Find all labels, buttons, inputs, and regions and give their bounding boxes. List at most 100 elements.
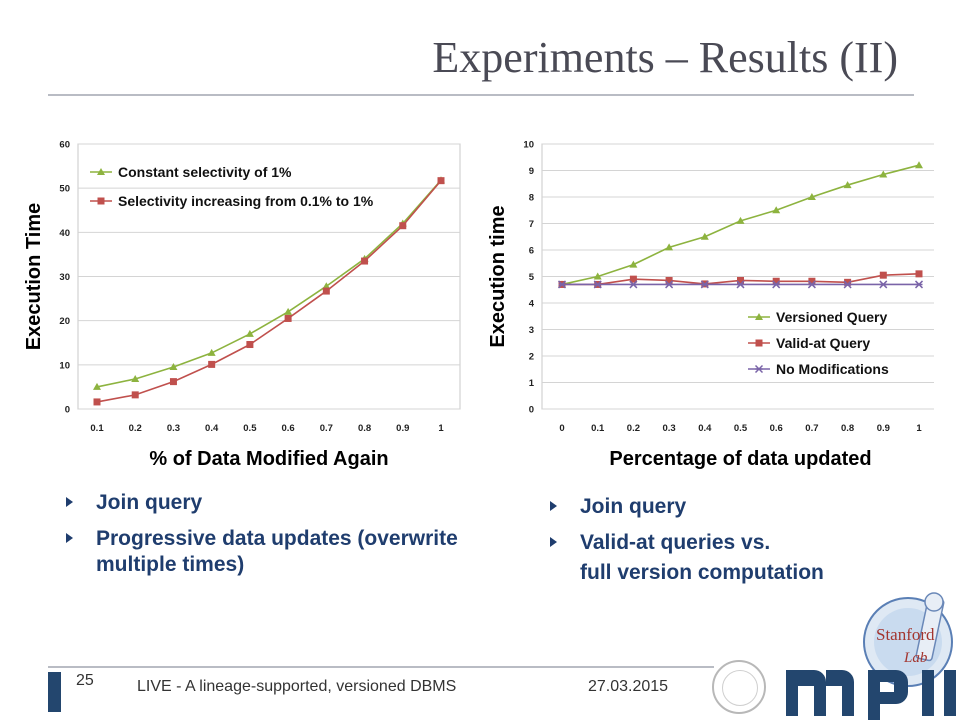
data-point [772,206,781,214]
x-axis-label: Percentage of data updated [609,448,871,470]
bullet-arrow-icon [550,501,557,511]
data-point [322,282,331,290]
data-point [93,382,101,390]
y-tick-label: 1 [529,378,535,389]
y-tick-label: 40 [59,228,70,239]
y-tick-label: 60 [59,140,70,151]
y-tick-label: 30 [59,272,70,283]
data-point [208,360,216,368]
legend-marker [754,364,764,374]
footer-talk-title: LIVE - A lineage-supported, versioned DB… [137,678,457,695]
x-tick-label: 1 [916,423,922,434]
data-point [169,378,177,386]
x-tick-label: 0.9 [396,423,409,434]
y-tick-label: 3 [529,325,534,336]
y-tick-label: 9 [529,166,534,177]
y-axis-label: Execution time [487,205,509,347]
data-point [437,177,445,185]
left-bullet-list: Join query Progressive data updates (ove… [66,490,466,588]
series-no-modifications [557,280,924,289]
data-point [593,280,602,289]
data-point [915,161,923,169]
logo-line2: Lab [903,650,928,666]
data-point [736,216,745,224]
y-tick-label: 0 [65,405,70,416]
series-selectivity-increasing-from-0-1-to-1- [93,177,445,406]
chart-execution-time-vs-data-modified: 0 10 20 30 40 50 60 0.1 0.2 0.3 0.4 0.5 0.6 0.7 0.8 0.9… [23,140,461,470]
data-point [629,275,637,283]
footer-accent-bar [48,672,61,712]
legend-label: No Modifications [776,361,889,377]
page-number: 25 [76,672,94,689]
series-line [561,164,920,286]
bullet-arrow-icon [550,537,557,547]
data-point [245,329,254,337]
series-versioned-query [558,161,923,288]
x-tick-label: 0 [559,423,564,434]
legend-entry: No Modifications [748,361,889,377]
bullet-arrow-icon [66,497,73,507]
data-point [629,280,638,289]
x-tick-label: 0.7 [805,423,818,434]
x-axis-label: % of Data Modified Again [149,448,388,470]
data-point [665,280,674,289]
y-tick-label: 7 [529,219,534,230]
legend-label: Valid-at Query [776,335,870,351]
x-tick-label: 0.6 [282,423,295,434]
data-point [399,222,407,230]
data-point [665,276,673,284]
y-tick-label: 2 [529,352,534,363]
footer-date: 27.03.2015 [588,678,669,695]
bullet-text: Valid-at queries vs. [580,531,771,554]
data-point [593,272,602,280]
y-axis-label: Execution Time [23,203,45,350]
data-point [557,280,567,289]
x-tick-label: 0.1 [591,423,605,434]
data-point [284,314,292,322]
bullet-item: Join query [550,494,930,520]
title-divider [48,94,914,96]
y-tick-label: 50 [59,184,70,195]
legend-entry: Valid-at Query [748,335,870,351]
bullet-continuation: full version computation [580,561,824,584]
bullet-text: Join query [96,491,203,514]
legend-marker [97,197,105,205]
data-point [169,363,178,371]
data-point [807,280,816,289]
data-point [808,277,816,285]
data-point [665,243,674,251]
x-tick-label: 0.1 [90,423,104,434]
data-point [629,260,638,268]
data-point [93,398,101,406]
bullet-item: Join query [66,490,466,516]
series-line [96,180,442,403]
y-tick-label: 10 [523,140,534,151]
x-tick-label: 0.8 [358,423,371,434]
chart-execution-time-vs-data-updated: 0 1 2 3 4 5 6 7 8 9 10 0 0.1 0.2 0.3 0.4 0.5 0.6 0.7 0.8 0.9… [487,140,934,470]
slide-title: Experiments – Results (II) [432,33,898,82]
data-point [844,278,852,286]
x-tick-label: 0.5 [734,423,748,434]
footer-divider [48,666,714,668]
logo-line1: Stanford [876,625,935,644]
y-tick-label: 4 [529,299,535,310]
data-point [772,277,780,285]
x-tick-label: 0.8 [841,423,854,434]
bullet-item: Progressive data updates (overwrite mult… [66,526,466,578]
data-point [131,374,140,382]
data-point [322,287,330,295]
y-tick-label: 8 [529,193,534,204]
data-point [843,181,852,189]
x-tick-label: 0.5 [243,423,257,434]
data-point [131,391,139,399]
x-tick-label: 0.3 [662,423,675,434]
bullet-arrow-icon [66,533,73,543]
legend-marker [755,313,763,320]
x-tick-label: 0.2 [627,423,640,434]
x-tick-label: 0.4 [698,423,712,434]
data-point [736,280,745,289]
x-tick-label: 0.7 [320,423,333,434]
data-point [914,280,924,289]
bullet-text: Join query [580,495,687,518]
data-point [807,193,816,200]
